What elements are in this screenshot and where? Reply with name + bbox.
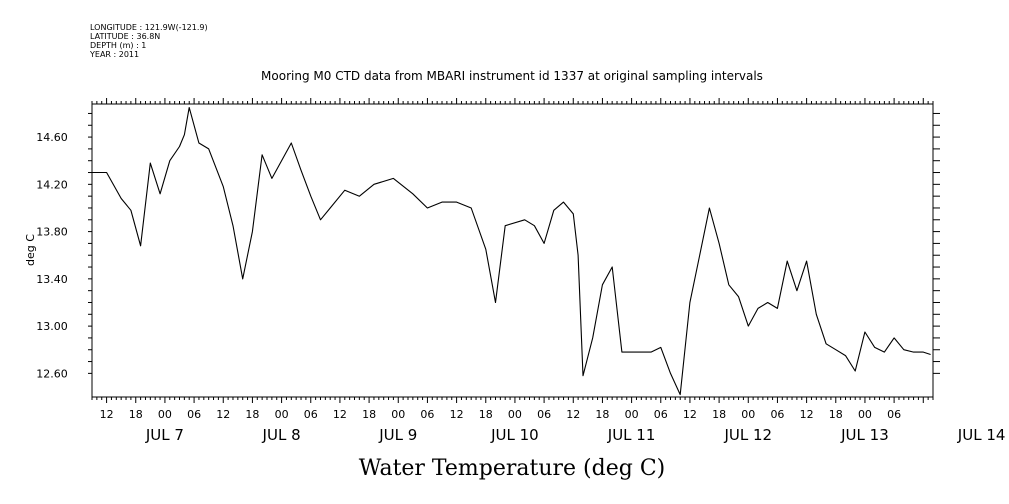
hour-tick-label: 06 <box>537 408 551 421</box>
hour-tick-label: 00 <box>858 408 872 421</box>
depth-text: DEPTH (m) : 1 <box>90 41 146 50</box>
x-hour-labels: 12 18 00 06 12 18 00 06 12 18 00 06 12 18 00 06 12 18 00 06… <box>100 408 902 421</box>
y-tick-label: 13.40 <box>36 273 68 286</box>
date-tick-label: JUL 10 <box>490 426 539 444</box>
hour-tick-label: 06 <box>187 408 201 421</box>
year-text: YEAR : 2011 <box>89 50 139 59</box>
y-tick-label: 14.60 <box>36 131 68 144</box>
y-tick-label: 13.00 <box>36 320 68 333</box>
hour-tick-label: 18 <box>245 408 259 421</box>
hour-tick-label: 12 <box>450 408 464 421</box>
hour-tick-label: 12 <box>100 408 114 421</box>
plot-frame <box>91 103 934 398</box>
x-axis-label: Water Temperature (deg C) <box>359 456 666 481</box>
y-tick-labels: 12.60 13.00 13.40 13.80 14.20 14.60 <box>36 131 68 380</box>
metadata-block: LONGITUDE : 121.9W(-121.9) LATITUDE : 36… <box>89 23 208 59</box>
hour-tick-label: 12 <box>800 408 814 421</box>
date-tick-label: JUL 14 <box>957 426 1006 444</box>
date-tick-label: JUL 8 <box>262 426 301 444</box>
hour-tick-label: 18 <box>362 408 376 421</box>
hour-tick-label: 18 <box>479 408 493 421</box>
date-tick-label: JUL 12 <box>723 426 772 444</box>
hour-tick-label: 00 <box>625 408 639 421</box>
hour-tick-label: 18 <box>712 408 726 421</box>
latitude-text: LATITUDE : 36.8N <box>90 32 160 41</box>
y-tick-label: 14.20 <box>36 178 68 191</box>
date-tick-label: JUL 13 <box>840 426 889 444</box>
hour-tick-label: 06 <box>887 408 901 421</box>
hour-tick-label: 00 <box>391 408 405 421</box>
x-date-labels: JUL 7 JUL 8 JUL 9 JUL 10 JUL 11 JUL 12 JUL 13 J… <box>145 426 1006 444</box>
hour-tick-label: 18 <box>595 408 609 421</box>
hour-tick-label: 00 <box>275 408 289 421</box>
hour-tick-label: 00 <box>508 408 522 421</box>
y-axis-ticks <box>88 112 940 374</box>
series-line <box>92 106 931 396</box>
hour-tick-label: 06 <box>420 408 434 421</box>
hour-tick-label: 06 <box>770 408 784 421</box>
hour-tick-label: 00 <box>158 408 172 421</box>
hour-tick-label: 18 <box>829 408 843 421</box>
hour-tick-label: 12 <box>333 408 347 421</box>
data-series <box>92 106 931 396</box>
y-axis-label: deg C <box>24 234 37 266</box>
longitude-text: LONGITUDE : 121.9W(-121.9) <box>90 23 208 32</box>
hour-tick-label: 12 <box>566 408 580 421</box>
y-tick-label: 12.60 <box>36 367 68 380</box>
chart-title: Mooring M0 CTD data from MBARI instrumen… <box>261 69 763 83</box>
hour-tick-label: 06 <box>304 408 318 421</box>
y-tick-label: 13.80 <box>36 226 68 239</box>
date-tick-label: JUL 7 <box>145 426 184 444</box>
hour-tick-label: 12 <box>216 408 230 421</box>
hour-tick-label: 18 <box>129 408 143 421</box>
hour-tick-label: 00 <box>741 408 755 421</box>
date-tick-label: JUL 11 <box>607 426 656 444</box>
hour-tick-label: 12 <box>683 408 697 421</box>
date-tick-label: JUL 9 <box>378 426 417 444</box>
x-axis-ticks <box>91 98 934 403</box>
hour-tick-label: 06 <box>654 408 668 421</box>
